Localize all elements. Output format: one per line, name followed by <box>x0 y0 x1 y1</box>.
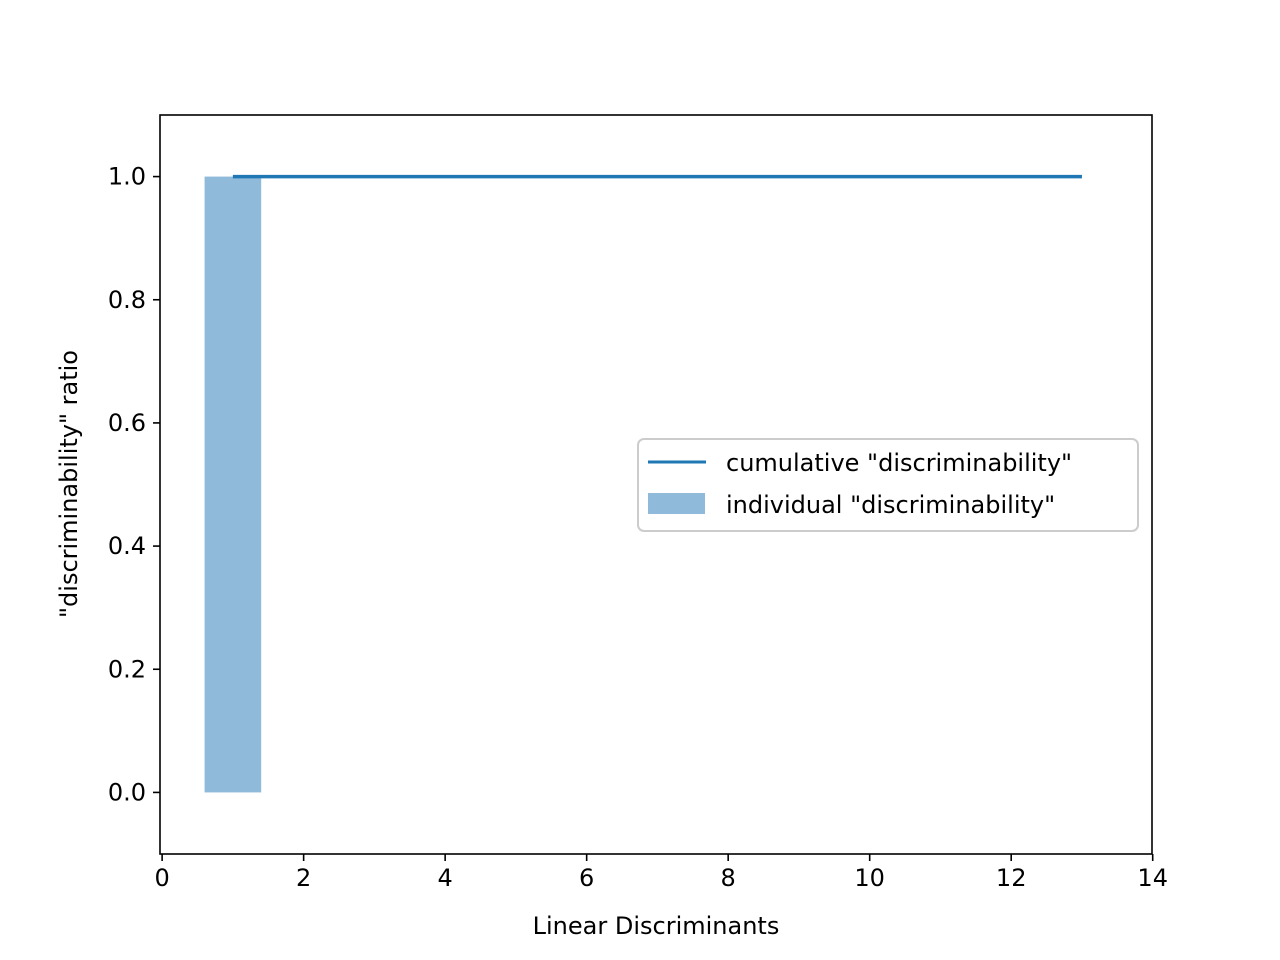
y-axis-label: "discriminability" ratio <box>55 350 83 618</box>
bar-individual-1 <box>204 176 262 793</box>
y-tick-label: 0.0 <box>108 778 146 806</box>
x-tick-label: 14 <box>1137 864 1168 892</box>
y-axis: 0.0 0.2 0.4 0.6 0.8 1.0 <box>108 163 160 806</box>
x-tick-label: 10 <box>854 864 885 892</box>
bars-layer <box>204 176 262 793</box>
x-tick-label: 4 <box>438 864 453 892</box>
x-axis-label: Linear Discriminants <box>533 912 780 940</box>
x-axis: 0 2 4 6 8 10 12 14 <box>154 854 1168 892</box>
x-tick-label: 2 <box>296 864 311 892</box>
y-tick-label: 1.0 <box>108 163 146 191</box>
axes-frame <box>159 114 1153 855</box>
legend-box <box>637 438 1139 532</box>
x-tick-label: 6 <box>579 864 594 892</box>
y-tick-label: 0.6 <box>108 409 146 437</box>
x-tick-label: 8 <box>721 864 736 892</box>
legend-label-cumulative: cumulative "discriminability" <box>726 449 1072 477</box>
legend-label-individual: individual "discriminability" <box>726 491 1055 519</box>
legend-swatch-individual <box>648 493 705 514</box>
x-tick-label: 0 <box>154 864 169 892</box>
x-tick-label: 12 <box>996 864 1027 892</box>
y-tick-label: 0.2 <box>108 655 146 683</box>
y-tick-label: 0.4 <box>108 532 146 560</box>
legend: cumulative "discriminability" individual… <box>637 438 1139 532</box>
y-tick-label: 0.8 <box>108 286 146 314</box>
